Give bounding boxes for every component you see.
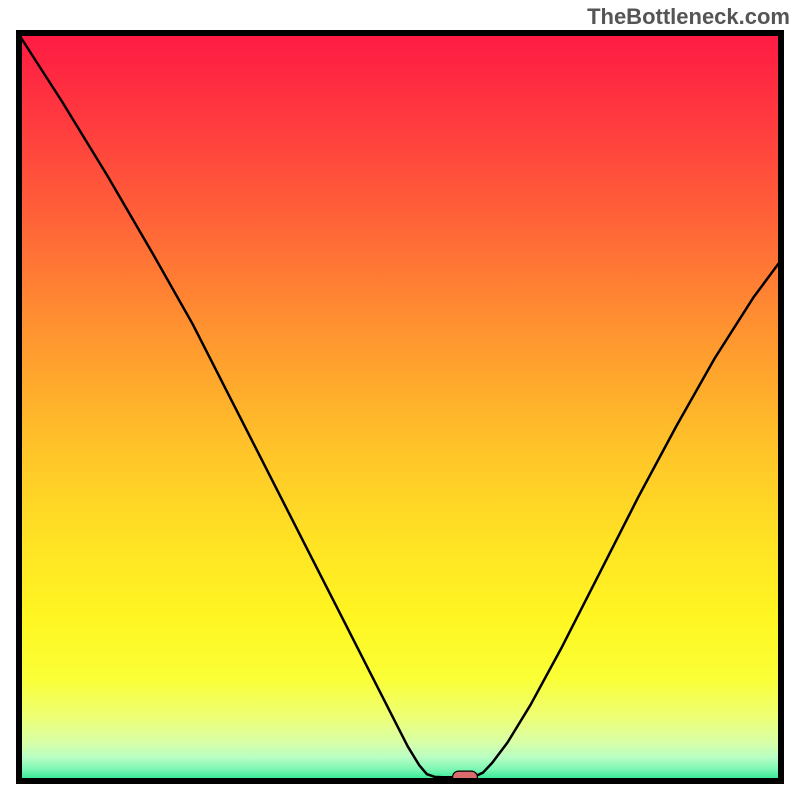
curve-layer xyxy=(16,30,784,784)
bottleneck-curve xyxy=(16,30,784,777)
plot-area xyxy=(16,30,784,784)
minimum-marker-pill xyxy=(453,771,478,783)
chart-container: TheBottleneck.com xyxy=(0,0,800,800)
minimum-marker xyxy=(452,770,478,783)
watermark-text: TheBottleneck.com xyxy=(587,4,790,30)
